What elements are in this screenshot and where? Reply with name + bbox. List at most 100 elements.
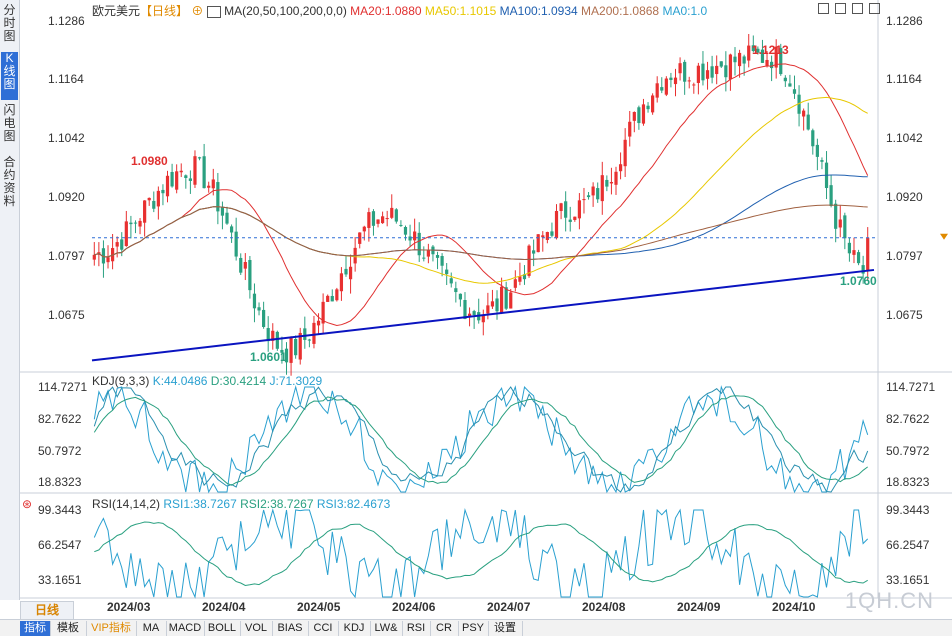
time-tick-label: 2024/08 [582,600,626,614]
layout-icon[interactable] [818,3,829,14]
candle-body [554,210,559,239]
indicator-tick-label: 33.1651 [38,572,82,587]
candle-body [239,257,243,273]
indicator-tick-label: 114.7271 [886,380,936,394]
time-tick-label: 2024/05 [297,600,341,614]
toolbar-tab-12[interactable]: CR [430,621,459,636]
tab-flash-chart[interactable]: 闪电图 [3,103,16,143]
restore-icon[interactable] [835,3,846,14]
candle-body [632,112,636,121]
candle-body [779,48,783,75]
candle-body [747,45,751,61]
candle-body [751,45,755,51]
candle-body [838,219,842,228]
candle-body [229,226,234,233]
symbol-name: 欧元美元 [92,4,141,18]
candle-body [545,232,549,240]
toolbar-tab-8[interactable]: CCI [308,621,339,636]
candle-body [742,56,746,64]
settings-icon[interactable]: ⊕ [191,4,204,18]
toolbar-tab-13[interactable]: PSY [458,621,489,636]
candle-body [422,257,426,259]
rsi1: RSI1:38.7267 [163,497,237,511]
candle-body [705,70,710,79]
toolbar-tab-2[interactable]: VIP指标 [86,621,137,636]
candle-body [628,121,632,137]
kdj-d: D:30.4214 [210,374,267,388]
rsi-params: RSI(14,14,2) [92,497,161,511]
tab-contract-info[interactable]: 合约资料 [3,155,16,208]
candle-body [175,171,179,190]
candle-body [618,164,623,172]
candle-body [120,239,124,250]
toolbar-tab-4[interactable]: MACD [166,621,205,636]
candle-body [197,157,202,159]
candle-body [834,203,838,229]
candle-body [220,207,225,216]
tab-kline-chart[interactable]: K线图 [1,52,18,100]
close-icon[interactable] [869,3,880,14]
ma0-value: MA0:1.0 [662,4,708,18]
candle-body [513,279,517,288]
candle-body [280,349,284,353]
toolbar-tab-0[interactable]: 指标 [20,621,51,636]
crosshair-icon[interactable]: ⊛ [22,497,33,511]
candle-body [243,261,247,269]
candle-body [371,211,376,226]
candle-body [417,232,421,256]
tab-time-chart[interactable]: 分时图 [3,3,16,43]
main-legend: 欧元美元【日线】 ⊕ MA(20,50,100,200,0,0) MA20:1.… [92,2,707,19]
candle-body [655,83,659,98]
candle-body [637,107,641,124]
toolbar-tab-10[interactable]: LW& [370,621,403,636]
candle-body [138,220,142,227]
toolbar-tab-14[interactable]: 设置 [488,621,523,636]
indicator-tick-label: 50.7972 [38,443,82,458]
period-selector[interactable]: 日线 [20,601,74,620]
candle-body [312,322,316,344]
toolbar-tab-5[interactable]: BOLL [204,621,241,636]
indicator-tick-label: 99.3443 [38,503,82,517]
kdj-j: J:71.3029 [269,374,323,388]
candle-body [815,144,819,157]
candle-body [211,179,215,189]
candle-body [577,200,581,219]
toolbar-tab-6[interactable]: VOL [240,621,273,636]
toolbar-tab-9[interactable]: KDJ [338,621,371,636]
candle-body [765,59,769,66]
toolbar-tab-7[interactable]: BIAS [272,621,309,636]
ma100-value: MA100:1.0934 [499,4,578,18]
candle-body [435,255,440,258]
candle-body [289,337,293,363]
candle-body [408,236,412,241]
toolbar-tab-1[interactable]: 模板 [50,621,87,636]
watermark: 1QH.CN [844,588,934,613]
candle-body [257,307,261,311]
candle-body [600,175,604,202]
candle-body [266,328,270,342]
toolbar-tab-11[interactable]: RSI [402,621,431,636]
ma200-line [94,204,868,261]
rsi-legend: RSI(14,14,2) RSI1:38.7267 RSI2:38.7267 R… [92,497,390,511]
candle-body [124,221,128,247]
candle-body [564,201,568,218]
candle-body [568,219,572,222]
candle-body [467,313,472,317]
candle-body [715,65,719,75]
price-tick-label: 1.1286 [886,13,923,28]
candle-body [362,226,366,232]
candle-body [737,52,742,67]
candle-body [724,65,728,78]
period-tag[interactable]: 【日线】 [140,4,189,18]
maximize-icon[interactable] [852,3,863,14]
candle-body [678,63,682,74]
toolbar-tab-3[interactable]: MA [136,621,167,636]
candle-body [170,172,174,187]
candle-body [92,254,96,260]
candle-body [518,276,522,282]
candle-body [307,339,311,341]
candle-body [559,203,563,212]
candle-body [852,250,856,255]
candle-body [207,185,211,188]
